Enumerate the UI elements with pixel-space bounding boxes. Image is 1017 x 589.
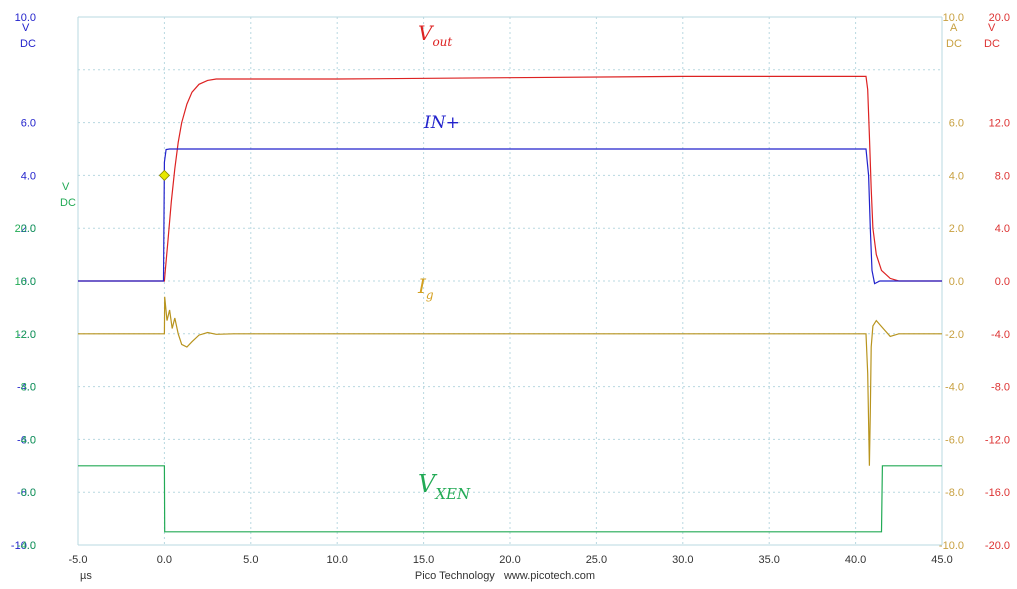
- y-tick-red: -20.0: [985, 540, 1010, 552]
- y-tick-green: 20.0: [15, 223, 36, 235]
- x-tick-label: 20.0: [499, 554, 520, 566]
- y-tick-blue: -10.0: [11, 540, 36, 552]
- trace-in-: [78, 148, 942, 285]
- y-tick-blue: -4.0: [17, 382, 36, 394]
- y-tick-gold: 2.0: [949, 223, 964, 235]
- y-tick-gold: 10.0: [943, 12, 964, 24]
- y-tick-gold: -4.0: [945, 382, 964, 394]
- y-tick-red: -16.0: [985, 487, 1010, 499]
- x-tick-label: 35.0: [758, 554, 779, 566]
- x-axis-unit: µs: [80, 570, 92, 582]
- y-tick-green: 16.0: [15, 276, 36, 288]
- y-tick-blue: -2.0: [17, 329, 36, 341]
- y-tick-blue: -6.0: [17, 434, 36, 446]
- label-vxen: VXEN: [418, 470, 471, 503]
- y-tick-blue: 4.0: [21, 170, 36, 182]
- y-tick-green: -4.0: [17, 540, 36, 552]
- trace-i-g: [78, 296, 942, 466]
- axis-coupling-green: DC: [60, 197, 76, 209]
- y-tick-red: -12.0: [985, 434, 1010, 446]
- y-tick-green: 8.0: [21, 382, 36, 394]
- x-tick-label: 10.0: [326, 554, 347, 566]
- x-tick-label: 25.0: [586, 554, 607, 566]
- label-ig: Ig: [417, 274, 434, 302]
- y-tick-gold: 4.0: [949, 170, 964, 182]
- x-tick-label: 30.0: [672, 554, 693, 566]
- axis-unit-green: V: [62, 181, 70, 193]
- y-tick-red: -8.0: [991, 382, 1010, 394]
- y-tick-red: 0.0: [995, 276, 1010, 288]
- axis-unit-red: V: [988, 22, 996, 34]
- x-tick-label: 40.0: [845, 554, 866, 566]
- y-tick-blue: 2.0: [21, 223, 36, 235]
- y-tick-red: 12.0: [989, 118, 1010, 130]
- y-tick-red: 4.0: [995, 223, 1010, 235]
- y-tick-gold: -2.0: [945, 329, 964, 341]
- y-tick-red: 8.0: [995, 170, 1010, 182]
- x-tick-label: 5.0: [243, 554, 258, 566]
- y-tick-red: 20.0: [989, 12, 1010, 24]
- trace-v-xen: [78, 465, 942, 533]
- label-vout: Vout: [418, 21, 452, 49]
- axis-coupling-gold: DC: [946, 38, 962, 50]
- axis-unit-blue: V: [22, 22, 30, 34]
- axis-units: V DC V DC A DC V DC: [20, 22, 1000, 209]
- x-tick-label: 0.0: [157, 554, 172, 566]
- trace-annotations: Vout IN+ Ig VXEN: [417, 21, 471, 503]
- y-tick-gold: -10.0: [939, 540, 964, 552]
- x-tick-label: 15.0: [413, 554, 434, 566]
- y-tick-blue: 0.0: [21, 276, 36, 288]
- y-tick-blue: -8.0: [17, 487, 36, 499]
- grid: [77, 16, 943, 546]
- y-tick-gold: 6.0: [949, 118, 964, 130]
- axis-coupling-blue: DC: [20, 38, 36, 50]
- axis-unit-gold: A: [950, 22, 958, 34]
- y-tick-green: 4.0: [21, 434, 36, 446]
- trigger-marker: [158, 169, 170, 181]
- trace-v-out: [78, 75, 942, 282]
- traces: [78, 75, 942, 533]
- y-tick-green: 0.0: [21, 487, 36, 499]
- y-tick-gold: -6.0: [945, 434, 964, 446]
- y-tick-green: 12.0: [15, 329, 36, 341]
- axis-coupling-red: DC: [984, 38, 1000, 50]
- y-tick-red: -4.0: [991, 329, 1010, 341]
- x-tick-label: 45.0: [931, 554, 952, 566]
- x-tick-labels: -5.0 0.0 5.0 10.0 15.0 20.0 25.0 30.0 35.0 40.0 45…: [69, 554, 953, 566]
- y-tick-labels: 10.0 6.0 4.0 2.0 0.0 -2.0 -4.0 -6.0 -8.0 -10.0 20.…: [11, 12, 1010, 552]
- y-tick-blue: 10.0: [15, 12, 36, 24]
- y-tick-gold: -8.0: [945, 487, 964, 499]
- y-tick-gold: 0.0: [949, 276, 964, 288]
- x-tick-label: -5.0: [69, 554, 88, 566]
- footer-credit: Pico Technology www.picotech.com: [415, 570, 595, 582]
- label-inp: IN+: [423, 113, 460, 133]
- y-tick-blue: 6.0: [21, 118, 36, 130]
